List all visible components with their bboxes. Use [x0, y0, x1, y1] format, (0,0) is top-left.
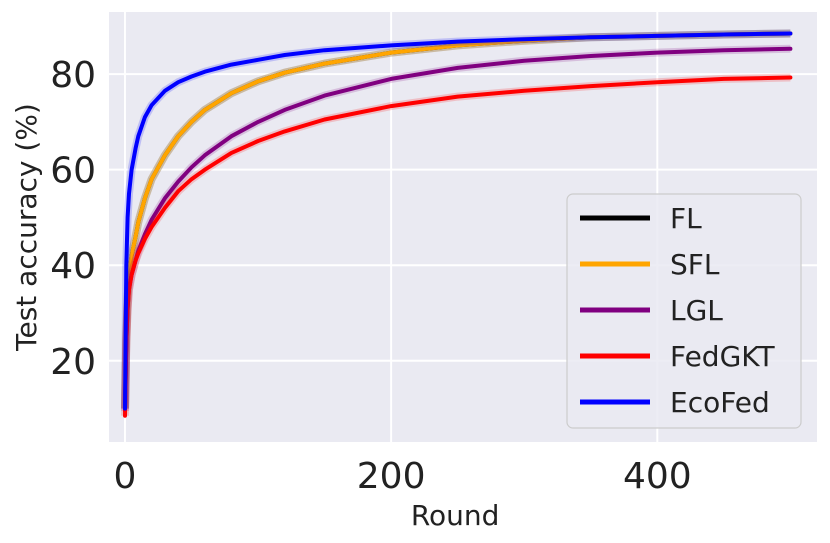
y-tick-label: 40 — [50, 246, 96, 287]
y-tick-label: 20 — [50, 342, 96, 383]
series-line-fedgkt — [123, 75, 793, 418]
series-layer — [121, 29, 793, 418]
tick-labels: 0 200 400 20 40 60 80 — [50, 55, 691, 497]
legend-label: FedGKT — [670, 340, 775, 373]
legend: FL SFL LGL FedGKT EcoFed — [566, 193, 802, 429]
legend-label: FL — [670, 202, 702, 235]
y-axis-label: Test accuracy (%) — [10, 103, 43, 352]
legend-label: SFL — [670, 248, 720, 281]
legend-label: LGL — [670, 294, 723, 327]
y-tick-label: 60 — [50, 151, 96, 192]
series-line-ecofed — [123, 31, 793, 411]
x-tick-label: 400 — [623, 456, 692, 497]
legend-box — [566, 193, 802, 429]
y-tick-label: 80 — [50, 55, 96, 96]
legend-label: EcoFed — [670, 386, 770, 419]
x-tick-label: 200 — [357, 456, 426, 497]
x-axis-label: Round — [411, 499, 500, 532]
x-tick-label: 0 — [114, 456, 137, 497]
